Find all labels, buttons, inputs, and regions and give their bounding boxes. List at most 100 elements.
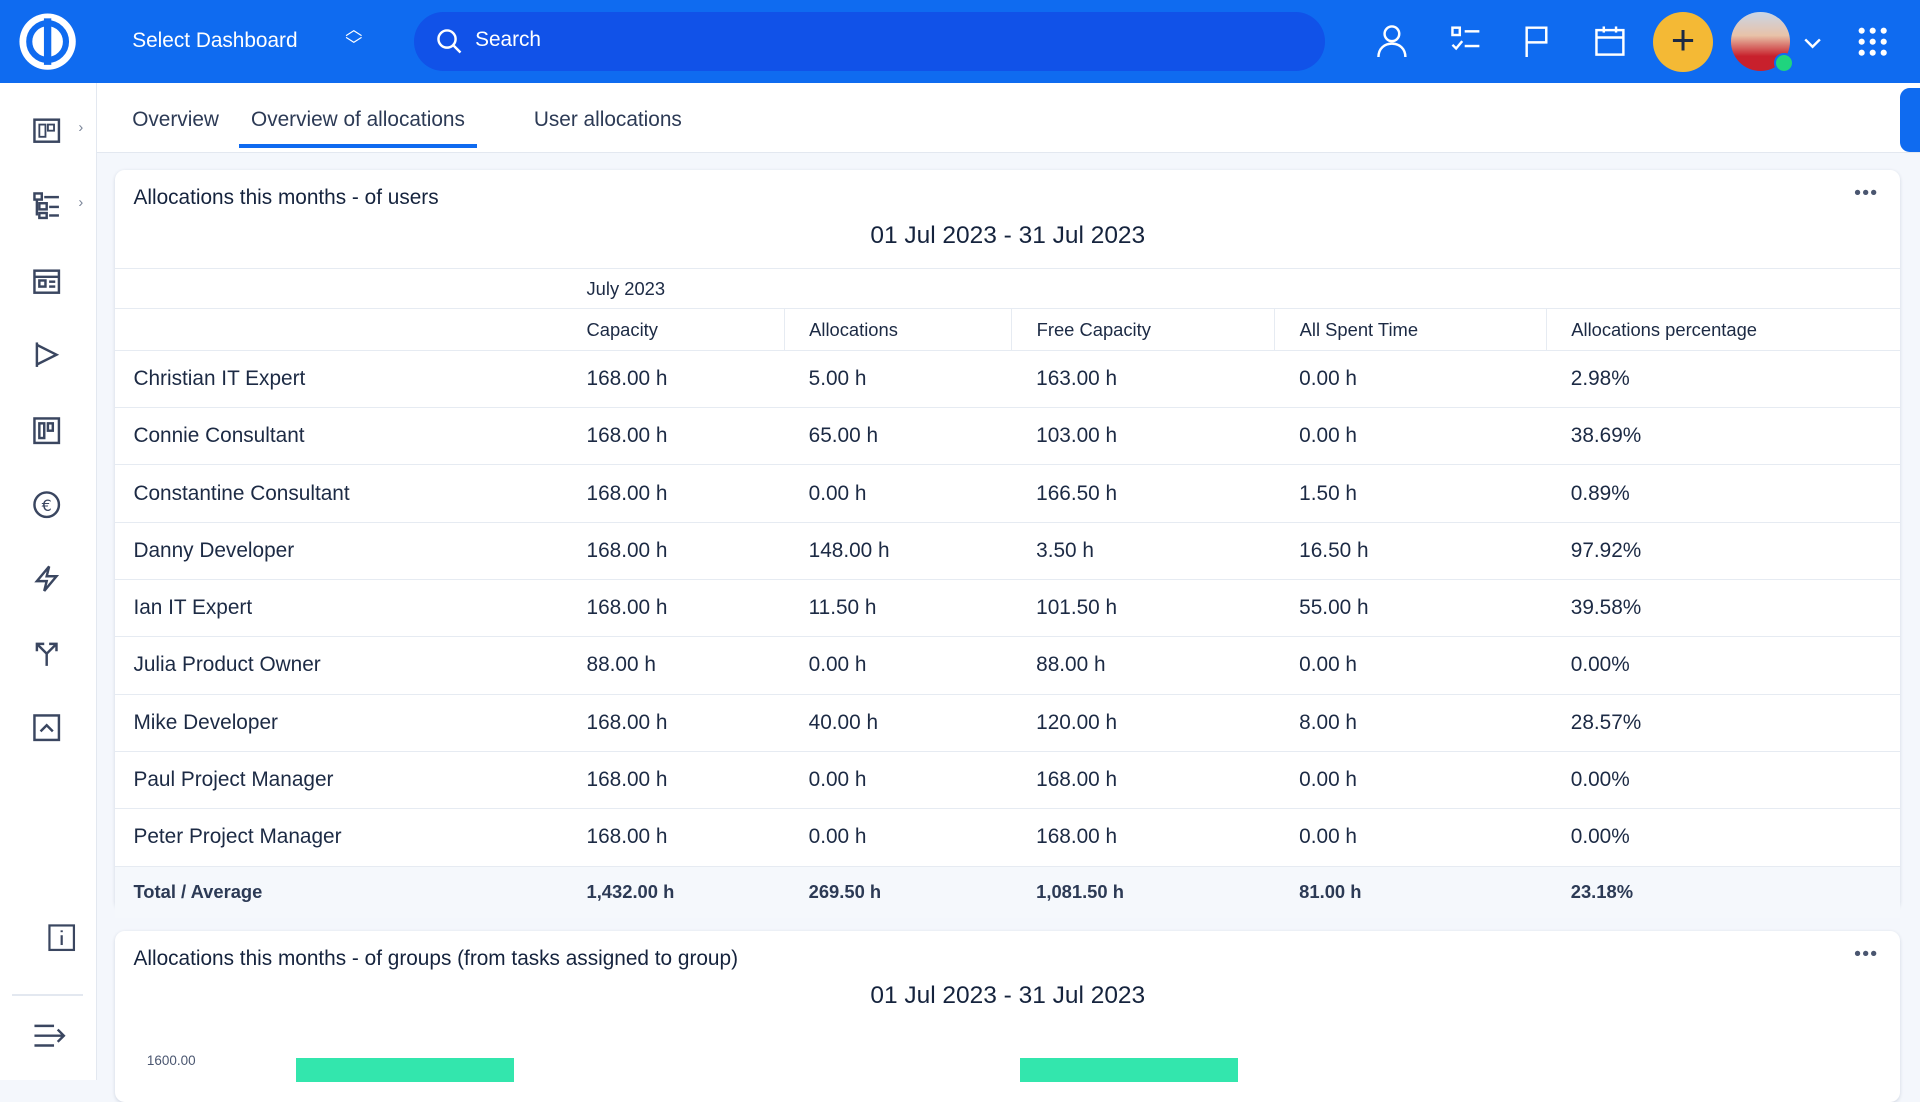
table-row: Constantine Consultant 168.00 h 0.00 h 166.… bbox=[115, 464, 1901, 523]
total-percentage: 23.18% bbox=[1546, 865, 1901, 918]
sprint-icon[interactable] bbox=[32, 340, 61, 369]
spent-time: 8.00 h bbox=[1274, 693, 1547, 752]
table-row: Peter Project Manager 168.00 h 0.00 h 168.0… bbox=[115, 808, 1901, 867]
apps-grid-icon[interactable] bbox=[1858, 27, 1887, 56]
allocations: 0.00 h bbox=[784, 636, 1012, 695]
user-name: Paul Project Manager bbox=[115, 750, 569, 809]
allocations: 148.00 h bbox=[784, 521, 1012, 580]
spent-time: 0.00 h bbox=[1274, 636, 1547, 695]
free-capacity: 88.00 h bbox=[1011, 636, 1275, 695]
finance-icon[interactable]: € bbox=[32, 490, 61, 519]
online-status-dot bbox=[1774, 52, 1795, 73]
planner-icon[interactable] bbox=[32, 267, 61, 296]
total-spent-time: 81.00 h bbox=[1274, 865, 1547, 918]
expand-chevron-icon[interactable]: › bbox=[78, 194, 84, 211]
expand-chevron-icon[interactable]: › bbox=[78, 120, 84, 136]
free-capacity: 101.50 h bbox=[1011, 578, 1275, 637]
side-panel-toggle[interactable] bbox=[1900, 88, 1920, 152]
allocations-table: July 2023 Capacity Allocations Free Capa… bbox=[115, 268, 1901, 918]
tab-bar: Overview Overview of allocations User al… bbox=[96, 83, 1920, 153]
table-row: Ian IT Expert 168.00 h 11.50 h 101.50 h 55.0… bbox=[115, 578, 1901, 637]
total-capacity: 1,432.00 h bbox=[568, 865, 785, 918]
date-range: 01 Jul 2023 - 31 Jul 2023 bbox=[870, 982, 1146, 1010]
capacity: 168.00 h bbox=[568, 578, 785, 637]
column-header: Allocations bbox=[783, 308, 1012, 351]
tab-user-allocations[interactable]: User allocations bbox=[533, 107, 682, 131]
spent-time: 0.00 h bbox=[1274, 808, 1547, 867]
allocation-percentage: 0.00% bbox=[1546, 808, 1901, 867]
allocation-percentage: 0.89% bbox=[1546, 464, 1901, 523]
user-name: Julia Product Owner bbox=[115, 636, 569, 695]
user-name: Constantine Consultant bbox=[115, 464, 569, 523]
chevron-down-icon[interactable] bbox=[1804, 37, 1821, 49]
select-dashboard[interactable]: Select Dashboard bbox=[132, 29, 298, 53]
actions-icon[interactable] bbox=[32, 564, 61, 593]
menu-icon[interactable] bbox=[32, 1021, 66, 1050]
flag-icon[interactable] bbox=[1523, 24, 1550, 58]
user-name: Danny Developer bbox=[115, 521, 569, 580]
allocations: 0.00 h bbox=[784, 808, 1012, 867]
allocations: 65.00 h bbox=[784, 407, 1012, 465]
allocation-percentage: 97.92% bbox=[1546, 521, 1901, 580]
capacity: 168.00 h bbox=[568, 464, 785, 523]
sidebar: › › € bbox=[0, 83, 97, 1080]
allocation-percentage: 28.57% bbox=[1546, 693, 1901, 752]
capacity: 168.00 h bbox=[568, 407, 785, 465]
more-options-icon[interactable]: ••• bbox=[1854, 182, 1879, 205]
info-icon[interactable] bbox=[47, 923, 76, 952]
search-input[interactable] bbox=[472, 26, 1213, 54]
table-row: Connie Consultant 168.00 h 65.00 h 103.00 h… bbox=[115, 407, 1901, 465]
user-name: Ian IT Expert bbox=[115, 578, 569, 637]
user-name: Mike Developer bbox=[115, 693, 569, 752]
card-title: Allocations this months - of users bbox=[133, 186, 439, 210]
svg-text:€: € bbox=[41, 496, 51, 515]
table-row: Mike Developer 168.00 h 40.00 h 120.00 h 8.0… bbox=[115, 693, 1901, 752]
task-list-icon[interactable] bbox=[1450, 24, 1482, 56]
search-bar[interactable] bbox=[413, 12, 1325, 71]
allocation-percentage: 38.69% bbox=[1546, 407, 1901, 465]
allocations: 11.50 h bbox=[784, 578, 1012, 637]
date-range: 01 Jul 2023 - 31 Jul 2023 bbox=[870, 221, 1146, 249]
top-bar: Select Dashboard ︿﹀ + bbox=[0, 0, 1920, 84]
column-header: Capacity bbox=[568, 308, 785, 351]
collapse-box-icon[interactable] bbox=[32, 713, 61, 742]
column-header: Free Capacity bbox=[1011, 308, 1275, 351]
capacity: 168.00 h bbox=[568, 750, 785, 809]
allocation-percentage: 39.58% bbox=[1546, 578, 1901, 637]
allocations: 5.00 h bbox=[784, 349, 1012, 408]
calendar-icon[interactable] bbox=[1594, 24, 1626, 58]
add-button[interactable]: + bbox=[1653, 12, 1714, 73]
table-row: Danny Developer 168.00 h 148.00 h 3.50 h 16.… bbox=[115, 521, 1901, 580]
user-name: Connie Consultant bbox=[115, 407, 569, 465]
capacity: 168.00 h bbox=[568, 521, 785, 580]
total-row: Total / Average 1,432.00 h 269.50 h 1,08… bbox=[115, 865, 1901, 918]
capacity: 168.00 h bbox=[568, 808, 785, 867]
tasks-icon[interactable] bbox=[32, 191, 61, 220]
card-title: Allocations this months - of groups (fro… bbox=[133, 946, 738, 970]
chevron-updown-icon[interactable]: ︿ ﹀ bbox=[345, 19, 363, 55]
total-free-capacity: 1,081.50 h bbox=[1011, 865, 1275, 918]
user-icon[interactable] bbox=[1376, 24, 1408, 58]
spent-time: 0.00 h bbox=[1274, 407, 1547, 465]
spent-time: 55.00 h bbox=[1274, 578, 1547, 637]
free-capacity: 168.00 h bbox=[1011, 808, 1275, 867]
spent-time: 16.50 h bbox=[1274, 521, 1547, 580]
reports-icon[interactable] bbox=[32, 416, 61, 445]
dashboard-icon[interactable] bbox=[32, 116, 61, 145]
spent-time: 1.50 h bbox=[1274, 464, 1547, 523]
month-header: July 2023 bbox=[568, 268, 1901, 309]
more-options-icon[interactable]: ••• bbox=[1854, 942, 1879, 965]
free-capacity: 168.00 h bbox=[1011, 750, 1275, 809]
tab-overview-of-allocations[interactable]: Overview of allocations bbox=[238, 108, 478, 148]
app-logo[interactable] bbox=[17, 11, 78, 72]
users-allocation-card: Allocations this months - of users ••• 0… bbox=[115, 170, 1901, 918]
workflow-icon[interactable] bbox=[32, 639, 61, 668]
y-tick-label: 1600.00 bbox=[146, 1053, 196, 1069]
capacity: 168.00 h bbox=[568, 349, 785, 408]
tab-overview[interactable]: Overview bbox=[132, 107, 219, 131]
table-row: Christian IT Expert 168.00 h 5.00 h 163.00 … bbox=[115, 349, 1901, 408]
divider bbox=[12, 994, 84, 996]
allocations: 0.00 h bbox=[784, 464, 1012, 523]
total-allocations: 269.50 h bbox=[784, 865, 1012, 918]
